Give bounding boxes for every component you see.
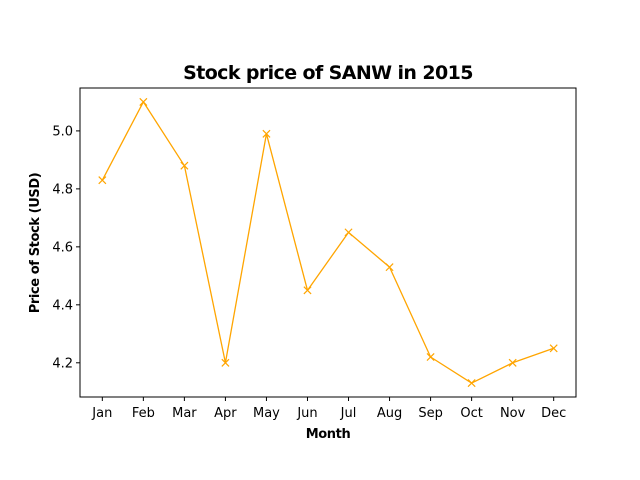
x-axis-label: Month [306,427,351,442]
y-tick-label-4.6: 4.6 [52,240,73,255]
data-point-dec [549,344,558,353]
x-tick-label-sep: Sep [418,406,443,421]
y-tick-label-5.0: 5.0 [52,124,73,139]
x-tick-label-mar: Mar [172,406,197,421]
x-tick-label-apr: Apr [214,406,237,421]
data-point-oct [467,379,476,388]
x-tick-label-aug: Aug [377,406,402,421]
series-line-0 [101,101,554,384]
y-tick-label-4.4: 4.4 [52,298,73,313]
plot-area: Jan Feb Mar Apr May Jun Jul Aug Sep Oct Nov Dec 4.2 4… [52,97,566,421]
chart-title: Stock price of SANW in 2015 [183,62,473,84]
x-tick-label-dec: Dec [541,406,566,421]
y-axis-label: Price of Stock (USD) [28,173,43,314]
y-tick-label-4.2: 4.2 [52,356,73,371]
x-tick-label-feb: Feb [132,406,155,421]
plot-frame [79,87,577,398]
data-point-jun [303,286,312,295]
x-tick-label-oct: Oct [460,406,482,421]
y-tick-label-4.8: 4.8 [52,182,73,197]
data-point-mar [180,161,189,170]
data-point-jul [344,228,353,237]
x-tick-label-jun: Jun [296,406,317,421]
data-point-aug [385,263,394,272]
data-point-jan [98,176,107,185]
data-point-apr [221,358,230,367]
x-tick-label-may: May [253,406,280,421]
x-tick-label-jan: Jan [91,406,112,421]
data-point-feb [139,97,148,106]
data-point-nov [508,358,517,367]
x-tick-label-nov: Nov [500,406,526,421]
x-tick-label-jul: Jul [340,406,357,421]
data-point-sep [426,352,435,362]
data-point-may [262,129,271,138]
